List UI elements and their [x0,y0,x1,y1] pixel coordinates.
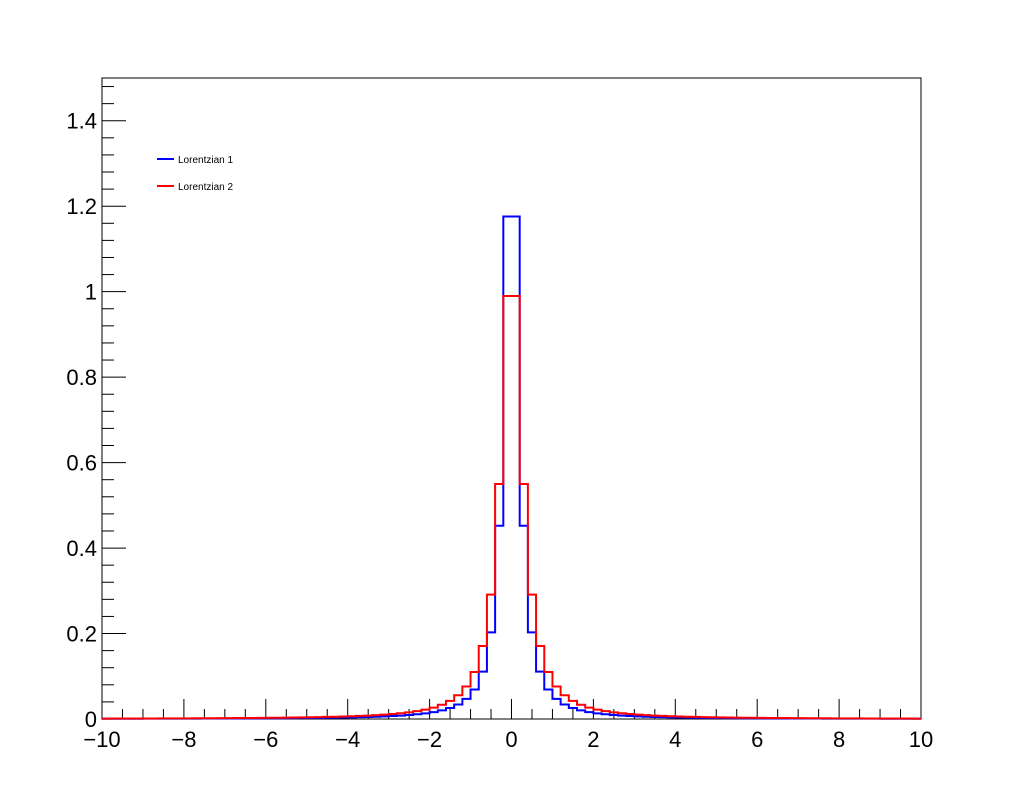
y-tick-label: 0.4 [66,536,97,561]
legend: Lorentzian 1 Lorentzian 2 [157,155,233,193]
x-tick-label: 8 [833,727,845,752]
x-tick-label: −10 [83,727,120,752]
y-tick-label: 0 [85,707,97,732]
x-tick-label: 6 [751,727,763,752]
x-tick-label: 4 [669,727,681,752]
x-tick-label: −2 [417,727,442,752]
y-tick-label: 1 [85,280,97,305]
y-tick-label: 1.4 [66,109,97,134]
x-tick-label: 10 [909,727,933,752]
legend-label: Lorentzian 1 [178,155,233,166]
series-line-2 [102,294,921,720]
legend-label: Lorentzian 2 [178,182,233,193]
x-tick-label: −6 [253,727,278,752]
x-tick-label: −8 [171,727,196,752]
y-axis-ticks [102,86,126,720]
y-tick-label: 0.6 [66,451,97,476]
series-layer [102,215,921,720]
y-tick-label: 0.2 [66,622,97,647]
y-tick-label: 1.2 [66,194,97,219]
x-tick-label: 2 [587,727,599,752]
x-axis-tick-labels: −10 −8 −6 −4 −2 0 2 4 6 8 10 [83,727,933,752]
x-tick-label: −4 [335,727,360,752]
x-tick-label: 0 [505,727,517,752]
y-axis-tick-labels: 0 0.2 0.4 0.6 0.8 1 1.2 1.4 [66,109,97,732]
y-tick-label: 0.8 [66,365,97,390]
